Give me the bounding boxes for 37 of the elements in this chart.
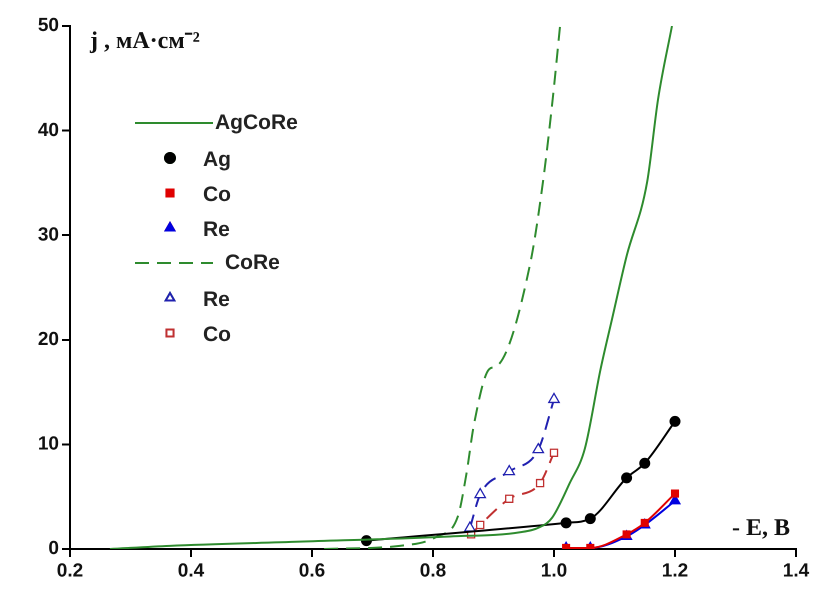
point	[560, 517, 572, 528]
point	[532, 442, 544, 454]
point	[621, 472, 632, 484]
y-axis-title: j , мА·см⁻²	[89, 28, 200, 54]
legend-label: Co	[203, 182, 231, 206]
y-tick-label: 40	[38, 120, 59, 141]
legend-label: CoRe	[225, 250, 280, 274]
legend-label: Re	[203, 288, 230, 311]
x-tick-label: 0.6	[298, 560, 326, 582]
x-axis-title: - E, В	[732, 515, 790, 541]
legend-label: Re	[203, 218, 230, 241]
y-tick-label: 10	[38, 434, 59, 455]
x-tick-label: 0.4	[178, 560, 205, 582]
point	[550, 448, 558, 457]
legend-label: Ag	[203, 148, 231, 171]
point	[474, 488, 486, 498]
legend-label: AgCoRe	[215, 110, 298, 134]
point	[670, 490, 680, 498]
x-tick-label: 0.8	[420, 560, 446, 582]
point	[536, 478, 544, 488]
y-tick-label: 20	[38, 329, 59, 350]
x-tick-label: 1.0	[540, 560, 568, 582]
line-series	[108, 26, 673, 549]
x-tick-label: 1.2	[662, 560, 688, 582]
y-tick-label: 0	[48, 538, 59, 560]
x-tick-label: 0.2	[56, 560, 84, 582]
x-tick-label: 1.4	[782, 560, 810, 582]
y-tick-label: 30	[38, 224, 59, 246]
legend-label: Co	[203, 322, 231, 346]
point	[476, 520, 484, 530]
point	[548, 392, 560, 404]
point	[670, 416, 680, 427]
point	[503, 464, 516, 476]
point	[639, 458, 650, 469]
y-tick-label: 50	[38, 15, 59, 36]
point	[584, 513, 596, 524]
point	[505, 494, 514, 503]
